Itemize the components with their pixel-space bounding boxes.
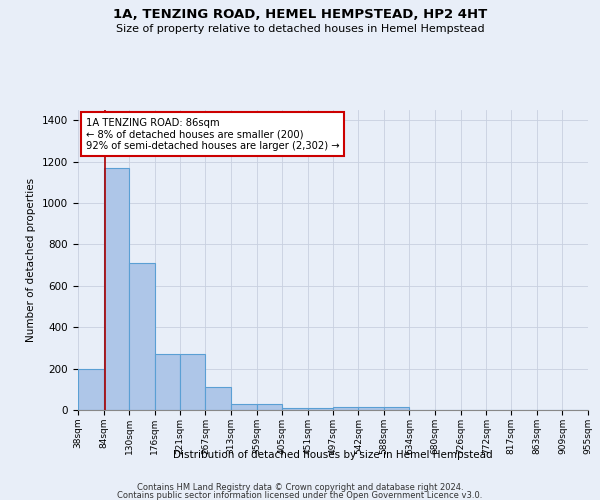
Bar [129, 263, 155, 410]
Bar [358, 407, 384, 410]
Y-axis label: Number of detached properties: Number of detached properties [26, 178, 37, 342]
Text: 1A, TENZING ROAD, HEMEL HEMPSTEAD, HP2 4HT: 1A, TENZING ROAD, HEMEL HEMPSTEAD, HP2 4… [113, 8, 487, 20]
Bar [78, 368, 104, 410]
Text: 1A TENZING ROAD: 86sqm
← 8% of detached houses are smaller (200)
92% of semi-det: 1A TENZING ROAD: 86sqm ← 8% of detached … [86, 118, 339, 150]
Text: Size of property relative to detached houses in Hemel Hempstead: Size of property relative to detached ho… [116, 24, 484, 34]
Bar [257, 404, 282, 410]
Bar [231, 404, 257, 410]
Text: Distribution of detached houses by size in Hemel Hempstead: Distribution of detached houses by size … [173, 450, 493, 460]
Bar [104, 168, 129, 410]
Bar [155, 354, 181, 410]
Bar [282, 408, 308, 410]
Text: Contains public sector information licensed under the Open Government Licence v3: Contains public sector information licen… [118, 491, 482, 500]
Bar [180, 354, 205, 410]
Bar [205, 387, 231, 410]
Text: Contains HM Land Registry data © Crown copyright and database right 2024.: Contains HM Land Registry data © Crown c… [137, 482, 463, 492]
Bar [333, 407, 359, 410]
Bar [308, 408, 333, 410]
Bar [384, 407, 409, 410]
